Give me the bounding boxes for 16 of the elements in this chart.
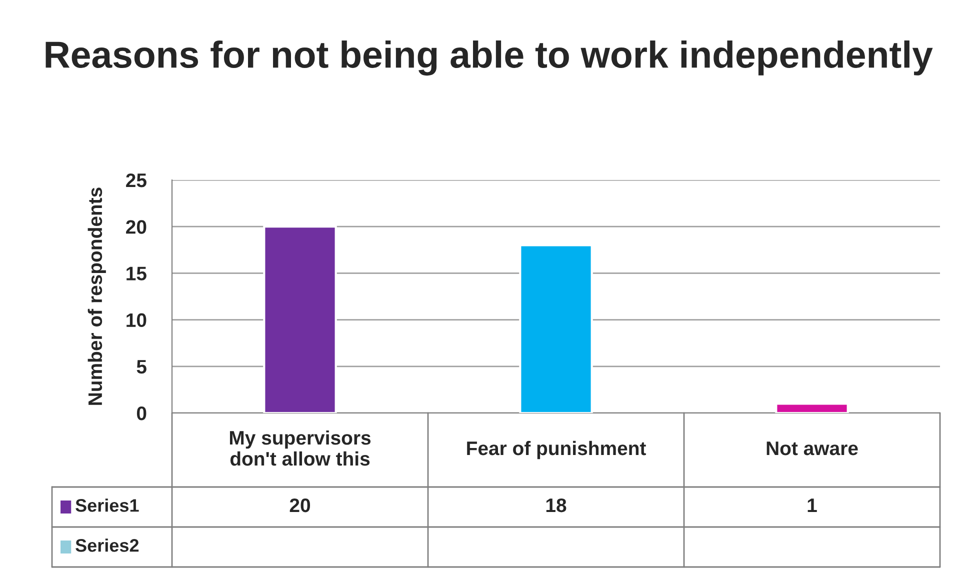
x-tick-label: My supervisors don't allow this: [230, 430, 371, 466]
data-label: 1: [808, 498, 817, 512]
legend-label: Series2: [76, 538, 139, 552]
x-tick-label: Fear of punishment: [467, 440, 646, 460]
y-tick-label: 0: [136, 406, 146, 420]
y-tick-label: 20: [126, 220, 146, 234]
chart-title: Reasons for not being able to work independently: [46, 40, 933, 76]
y-tick-label: 25: [126, 173, 146, 188]
y-axis-title: Number of respondents: [88, 188, 106, 405]
legend-label: Series1: [76, 498, 139, 512]
data-label: 20: [290, 498, 310, 512]
data-label: 18: [546, 498, 566, 512]
y-tick-label: 5: [136, 360, 146, 374]
y-tick-label: 15: [126, 266, 146, 280]
y-tick-label: 10: [126, 313, 146, 328]
x-tick-label: Not aware: [766, 442, 858, 456]
